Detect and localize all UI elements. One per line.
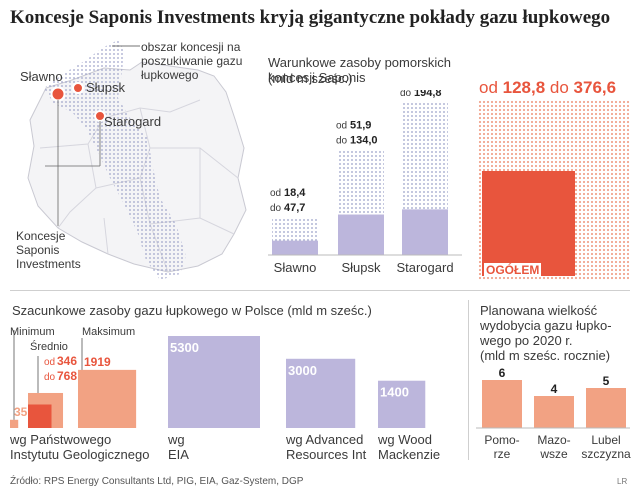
total-range-word: od: [479, 78, 503, 97]
chart2-value-label: 5300: [170, 340, 199, 355]
pig-average-min-square: [28, 404, 52, 428]
city-label-starogard: Starogard: [104, 114, 162, 129]
chart1-min-bar: [402, 209, 448, 255]
slawno-marker: [50, 86, 66, 102]
total-range-text: od 128,8 do 376,6: [479, 78, 616, 98]
total-block: [478, 100, 630, 280]
divider-vertical: [468, 300, 469, 460]
chart1-min-prefix: od: [270, 188, 281, 199]
map-legend-label: obszar koncesji na poszukiwanie gazu łup…: [141, 40, 243, 82]
chart2-group-label-line-1: wg: [167, 432, 185, 447]
maximum-value: 1919: [84, 355, 111, 369]
slupsk-marker: [72, 82, 84, 94]
chart2-square: [168, 336, 260, 428]
chart1-category-label: Starogard: [396, 260, 453, 275]
chart1-max-label: 194,8: [414, 90, 442, 99]
chart1-max-label: 134,0: [350, 134, 378, 146]
city-label-slawno: Sławno: [20, 69, 63, 84]
poland-map: [27, 40, 247, 280]
chart3-category-line-1: Lubel: [591, 433, 620, 447]
chart2-value-label: 1400: [380, 385, 409, 400]
average-from-prefix: od: [44, 357, 55, 368]
total-min-area: [482, 171, 575, 276]
chart2-group-label-line-1: wg Advanced: [285, 432, 363, 447]
chart2-square: [378, 380, 426, 428]
source-note: Źródło: RPS Energy Consultants Ltd, PIG,…: [10, 476, 304, 487]
chart1-min-label: 51,9: [350, 119, 371, 131]
chart2-title: Szacunkowe zasoby gazu łupkowego w Polsc…: [12, 303, 372, 318]
chart1-max-prefix: do: [270, 203, 282, 214]
total-label: OGÓŁEM: [484, 263, 542, 277]
chart1-title: Warunkowe zasoby pomorskich koncesji Sap…: [268, 55, 452, 85]
chart3-value-label: 6: [499, 366, 506, 380]
chart1-max-prefix: do: [336, 135, 348, 146]
chart3-title: Planowana wielkość wydobycia gazu łupko-…: [480, 303, 640, 363]
chart3-bar: [482, 380, 522, 428]
caption-leaders: [45, 100, 101, 226]
average-from-value: 346: [57, 354, 77, 368]
chart2-square: [286, 358, 356, 428]
average-to-prefix: do: [44, 372, 56, 383]
pig-minimum-square: [10, 419, 19, 428]
average-to-value: 768: [57, 369, 77, 383]
chart1-max-prefix: do: [400, 90, 412, 99]
total-range-word: do: [549, 78, 574, 97]
chart3-bar: [586, 388, 626, 428]
pig-label-line-1: wg Państwowego: [9, 432, 111, 447]
chart3-category-line-1: Mazo-: [537, 433, 570, 447]
concession-area: [44, 40, 186, 280]
chart2-group-label-line-2: Mackenzie: [378, 447, 440, 462]
author-credit: LR: [617, 477, 628, 486]
chart1-min-bar: [272, 240, 318, 255]
chart3-value-label: 5: [603, 374, 610, 388]
pig-label-line-2: Instytutu Geologicznego: [10, 447, 149, 462]
chart3-category-line-2: rze: [494, 447, 511, 461]
chart1-min-bar: [338, 214, 384, 255]
chart1-min-prefix: od: [336, 120, 347, 131]
total-range-value: 128,8: [502, 78, 550, 97]
pig-maximum-square: [78, 369, 137, 428]
chart3-title-line-3: wego po 2020 r.: [480, 333, 573, 348]
chart1-category-label: Słupsk: [341, 260, 381, 275]
maximum-label: Maksimum: [82, 326, 135, 338]
chart3-title-line-1: Planowana wielkość: [480, 303, 598, 318]
chart3-title-line-2: wydobycia gazu łupko-: [480, 318, 612, 333]
chart1-max-label: 47,7: [284, 202, 305, 214]
minimum-label: Minimum: [10, 326, 55, 338]
divider-horizontal: [10, 290, 630, 291]
chart3-category-line-2: wsze: [539, 447, 568, 461]
chart3-bar: [534, 396, 574, 428]
total-range-value: 376,6: [573, 78, 617, 97]
map-caption: Koncesje Saponis Investments: [16, 229, 81, 271]
chart2-group-label-line-2: EIA: [168, 447, 189, 462]
chart1-subtitle: (mld m sześc.): [268, 71, 353, 86]
minimum-value: 35: [14, 405, 28, 419]
city-label-slupsk: Słupsk: [86, 80, 126, 95]
chart3-category-line-1: Pomo-: [484, 433, 519, 447]
chart3-category-line-2: szczyzna: [581, 447, 631, 461]
chart2-group-label-line-1: wg Wood: [377, 432, 432, 447]
chart1-category-label: Sławno: [274, 260, 317, 275]
page-title: Koncesje Saponis Investments kryją gigan…: [10, 7, 611, 28]
chart2-group-label-line-2: Resources Int: [286, 447, 367, 462]
chart2-value-label: 3000: [288, 363, 317, 378]
average-label: Średnio: [30, 340, 68, 353]
chart3-title-line-4: (mld m sześc. rocznie): [480, 348, 611, 363]
chart3-value-label: 4: [551, 382, 558, 396]
chart1-min-label: 18,4: [284, 187, 306, 199]
